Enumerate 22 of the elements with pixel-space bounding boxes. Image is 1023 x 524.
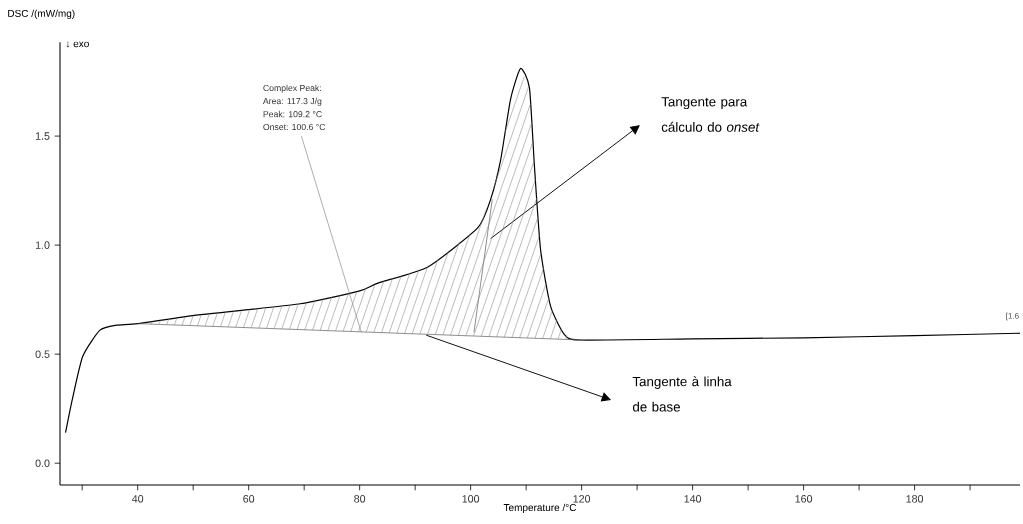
x-tick-label: 180 xyxy=(906,495,924,503)
annotation: ↓ exo xyxy=(66,41,89,48)
annotation: Area: 117.3 J/g xyxy=(262,97,322,106)
annotation: Onset: 100.6 °C xyxy=(263,123,326,131)
x-tick-label: 160 xyxy=(795,495,813,503)
x-tick-label: 60 xyxy=(243,495,255,503)
x-tick-label: 140 xyxy=(684,495,702,503)
x-tick-label: 120 xyxy=(573,495,591,503)
y-axis-title: DSC /(mW/mg) xyxy=(8,9,75,19)
y-tick-label: 0.0 xyxy=(35,459,50,467)
x-tick-label: 80 xyxy=(354,495,366,503)
x-tick-label: 40 xyxy=(132,495,144,503)
annotation: Complex Peak: xyxy=(263,84,321,93)
y-tick-label: 0.5 xyxy=(35,350,50,358)
annotation: Peak: 109.2 °C xyxy=(263,110,322,118)
x-axis-title: Temperature /°C xyxy=(503,503,577,514)
annotation: [1.6 xyxy=(1006,312,1019,321)
x-tick-label: 100 xyxy=(462,495,480,503)
y-tick-label: 1.5 xyxy=(35,132,50,140)
annotation: Tangente à linha de base xyxy=(632,376,732,412)
annotation: Tangente para cálculo do onset xyxy=(661,97,760,132)
y-tick-label: 1.0 xyxy=(35,241,50,249)
